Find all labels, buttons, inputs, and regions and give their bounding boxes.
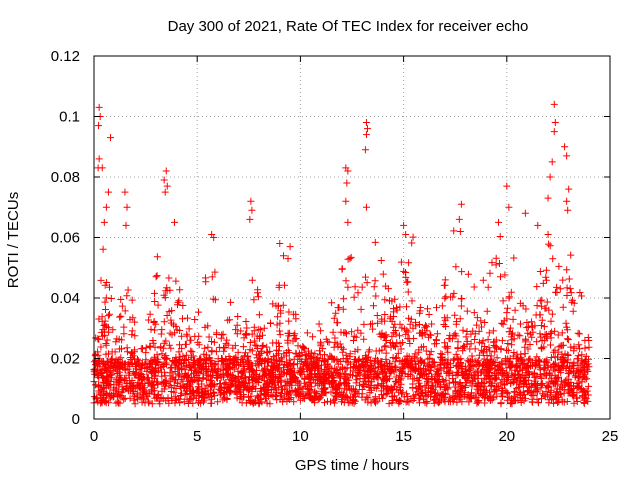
- data-point: [544, 194, 552, 202]
- data-point: [247, 197, 255, 205]
- data-point: [100, 218, 108, 226]
- y-tick-label: 0.06: [51, 230, 80, 247]
- x-tick-label: 5: [193, 428, 201, 445]
- y-axis-label: ROTI / TECUs: [5, 192, 22, 288]
- x-tick-label: 10: [292, 428, 309, 445]
- data-point: [363, 125, 371, 133]
- data-point: [163, 182, 171, 190]
- data-point: [455, 215, 463, 223]
- data-point: [457, 200, 465, 208]
- data-point: [346, 255, 354, 263]
- data-point: [548, 158, 556, 166]
- y-tick-label: 0: [72, 411, 80, 428]
- data-point: [550, 128, 558, 136]
- data-point: [210, 234, 218, 241]
- data-point: [170, 218, 178, 226]
- data-point: [561, 143, 569, 151]
- data-point: [160, 176, 168, 184]
- data-point: [95, 155, 103, 163]
- data-point: [284, 255, 292, 263]
- data-point: [456, 227, 464, 235]
- ticks-layer: 0 5 10 15 20 25 0 0.02 0.04 0.06 0.08 0.1 0.12: [51, 48, 619, 445]
- data-point: [544, 230, 552, 238]
- x-axis-label: GPS time / hours: [295, 457, 409, 474]
- data-point: [95, 103, 103, 111]
- y-tick-label: 0.04: [51, 290, 80, 307]
- grid-layer: [94, 56, 610, 419]
- x-tick-label: 15: [395, 428, 412, 445]
- data-point: [402, 230, 410, 238]
- data-point: [563, 152, 571, 160]
- data-point: [550, 100, 558, 108]
- data-points-layer: [90, 100, 593, 408]
- data-point: [342, 197, 350, 205]
- x-tick-label: 0: [90, 428, 98, 445]
- data-point: [276, 240, 284, 248]
- data-point-cloud: [90, 227, 593, 408]
- data-point: [123, 203, 131, 211]
- data-point: [95, 122, 103, 130]
- x-tick-label: 20: [498, 428, 515, 445]
- data-point: [121, 188, 129, 196]
- data-point: [362, 203, 370, 211]
- data-point: [94, 164, 102, 172]
- data-point: [563, 197, 571, 205]
- data-point: [565, 185, 573, 193]
- data-point: [534, 221, 542, 229]
- y-tick-label: 0.08: [51, 169, 80, 186]
- data-point: [546, 173, 554, 181]
- data-point: [248, 206, 256, 214]
- data-point: [102, 203, 110, 211]
- data-point: [521, 209, 529, 217]
- y-tick-label: 0.1: [59, 109, 80, 126]
- x-tick-label: 25: [602, 428, 619, 445]
- data-point: [495, 218, 503, 226]
- data-point: [104, 188, 112, 196]
- data-point: [286, 243, 294, 251]
- data-point: [162, 167, 170, 175]
- data-point: [362, 131, 370, 139]
- data-point: [503, 182, 511, 190]
- data-point: [246, 215, 254, 223]
- data-point: [564, 206, 572, 214]
- data-point: [343, 179, 351, 187]
- data-point: [551, 119, 559, 127]
- data-point: [505, 203, 513, 211]
- data-point: [161, 188, 169, 196]
- y-tick-label: 0.12: [51, 48, 80, 65]
- data-point: [344, 167, 352, 175]
- data-point: [400, 221, 408, 229]
- data-point: [362, 119, 370, 127]
- data-point: [122, 221, 130, 229]
- data-point: [107, 134, 115, 142]
- data-point: [361, 146, 369, 154]
- data-point: [344, 218, 352, 226]
- y-tick-label: 0.02: [51, 351, 80, 368]
- chart-title: Day 300 of 2021, Rate Of TEC Index for r…: [168, 18, 529, 35]
